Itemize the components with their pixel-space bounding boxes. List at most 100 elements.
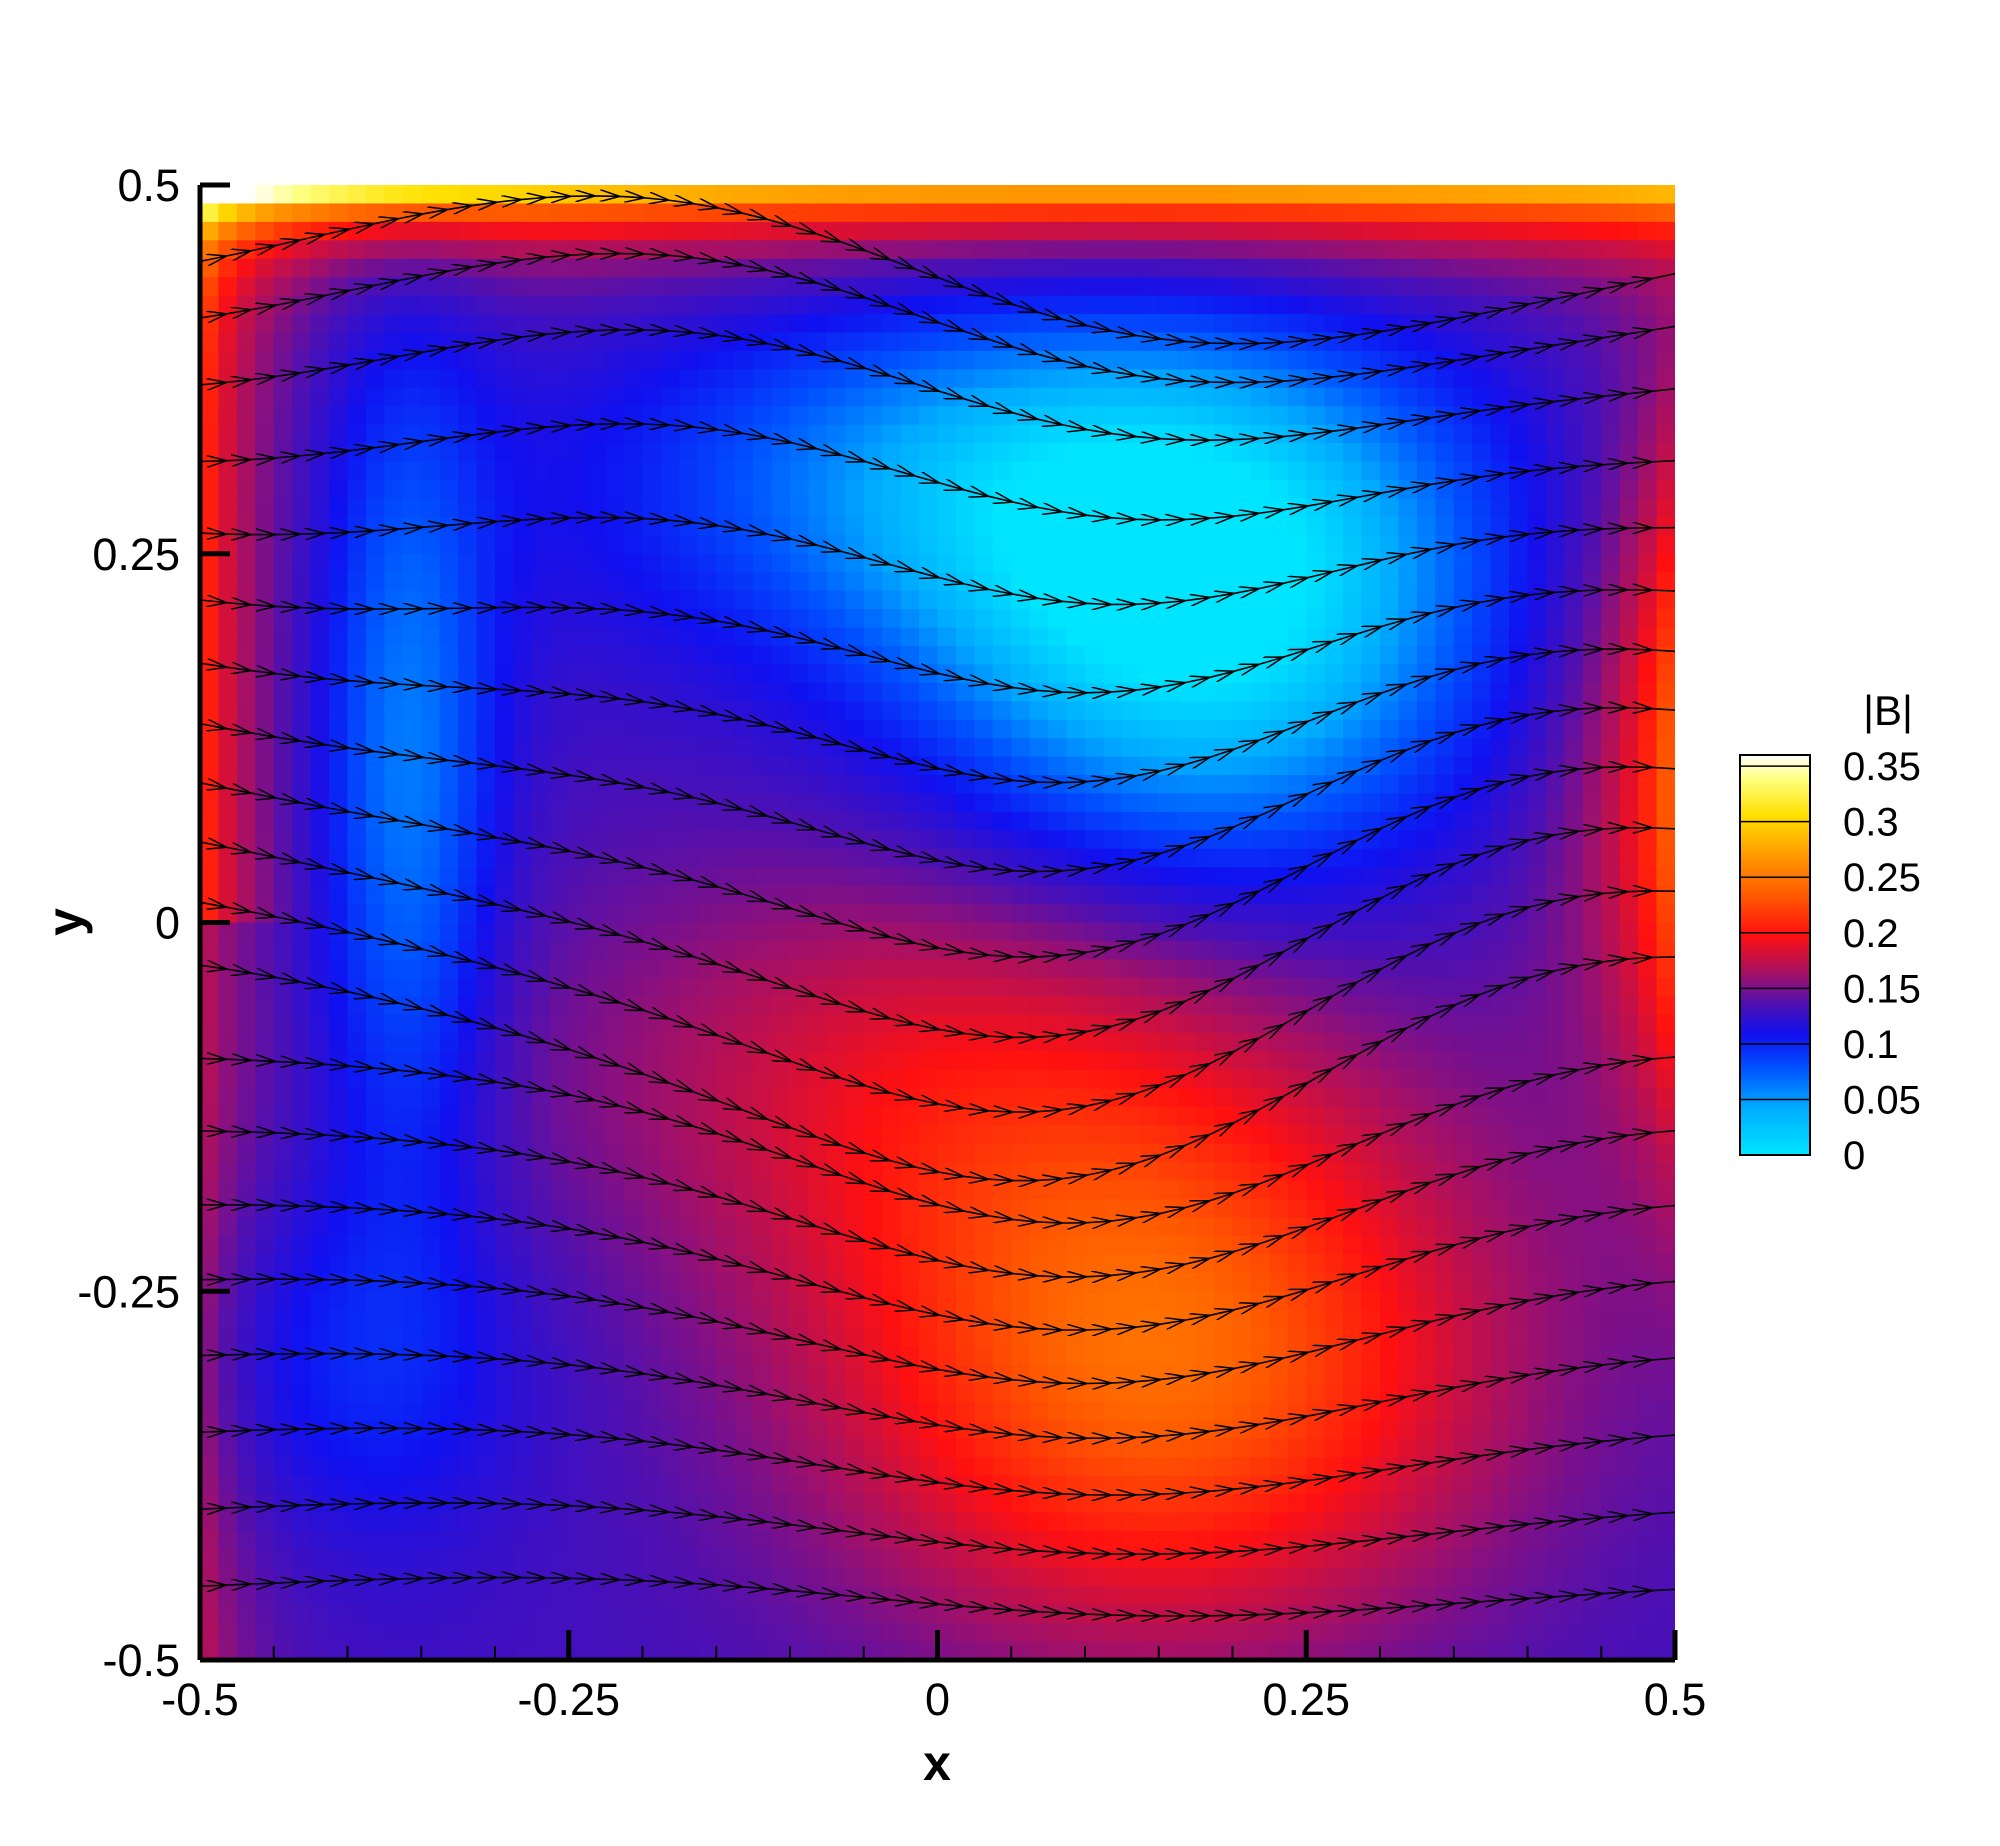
field-cell [1048, 203, 1068, 223]
field-cell [384, 1051, 404, 1071]
field-cell [458, 553, 478, 573]
field-cell [1287, 203, 1308, 223]
field-cell [808, 1272, 828, 1293]
field-cell [753, 387, 773, 408]
field-cell [310, 645, 330, 666]
field-cell [1103, 1567, 1123, 1588]
field-cell [1121, 996, 1142, 1016]
field-cell [236, 1199, 257, 1219]
field-cell [439, 387, 459, 408]
field-cell [531, 1641, 552, 1660]
field-cell [955, 221, 976, 242]
field-cell [495, 277, 515, 297]
field-cell [218, 1235, 238, 1256]
field-cell [200, 996, 220, 1016]
field-cell [697, 1070, 718, 1090]
field-cell [1048, 369, 1068, 389]
field-cell [458, 1180, 478, 1200]
field-cell [937, 185, 957, 205]
field-cell [937, 1328, 957, 1348]
field-cell [365, 258, 386, 278]
field-cell [495, 682, 515, 703]
field-cell [1343, 295, 1363, 315]
field-cell [771, 1235, 791, 1256]
field-cell [329, 406, 349, 426]
field-cell [329, 830, 349, 850]
field-cell [402, 1567, 423, 1588]
field-cell [255, 867, 275, 887]
field-cell [734, 1235, 754, 1256]
field-cell [292, 1586, 312, 1606]
field-cell [402, 1162, 423, 1182]
field-cell [1121, 682, 1142, 703]
field-cell [568, 701, 588, 721]
field-cell [1306, 203, 1326, 223]
field-cell [1066, 406, 1086, 426]
field-cell [642, 793, 662, 813]
field-cell [882, 738, 902, 758]
field-cell [1158, 1623, 1178, 1643]
field-cell [734, 1217, 754, 1237]
field-cell [200, 424, 220, 444]
field-cell [1343, 645, 1363, 666]
field-cell [1306, 387, 1326, 408]
field-cell [1066, 977, 1086, 998]
field-cell [421, 848, 441, 868]
field-cell [716, 1014, 736, 1034]
field-cell [642, 1014, 662, 1034]
field-cell [1269, 1199, 1289, 1219]
field-cell [292, 461, 312, 481]
field-cell [753, 295, 773, 315]
field-cell [845, 811, 865, 832]
field-cell [1214, 185, 1234, 205]
field-cell [1269, 609, 1289, 629]
field-cell [236, 682, 257, 703]
field-cell [790, 1235, 810, 1256]
field-cell [605, 1328, 625, 1348]
field-cell [273, 1512, 293, 1532]
field-cell [1085, 1070, 1105, 1090]
field-cell [458, 1014, 478, 1034]
field-cell [1324, 1512, 1344, 1532]
field-cell [1306, 314, 1326, 334]
field-cell [1324, 221, 1344, 242]
field-cell [421, 1254, 441, 1274]
field-cell [200, 461, 220, 481]
field-cell [439, 664, 459, 684]
field-cell [384, 756, 404, 776]
field-cell [679, 350, 699, 371]
field-cell [900, 775, 920, 795]
field-cell [863, 904, 883, 924]
field-cell [310, 959, 330, 979]
field-cell [919, 240, 939, 260]
field-cell [992, 922, 1013, 942]
field-cell [218, 775, 238, 795]
field-cell [808, 516, 828, 537]
field-cell [605, 1143, 625, 1163]
field-cell [753, 1494, 773, 1514]
field-cell [771, 627, 791, 647]
field-cell [753, 1604, 773, 1624]
field-cell [1011, 203, 1031, 223]
field-cell [1232, 1475, 1252, 1495]
field-cell [863, 701, 883, 721]
field-cell [1085, 1641, 1105, 1660]
field-cell [697, 719, 718, 739]
field-cell [329, 461, 349, 481]
field-cell [1029, 258, 1049, 278]
field-cell [1066, 240, 1086, 260]
field-cell [568, 258, 588, 278]
field-cell [495, 1235, 515, 1256]
field-cell [1085, 424, 1105, 444]
field-cell [1232, 719, 1252, 739]
field-cell [236, 922, 257, 942]
field-cell [919, 1014, 939, 1034]
field-cell [329, 1309, 349, 1329]
field-cell [1287, 775, 1308, 795]
field-cell [329, 295, 349, 315]
field-cell [495, 940, 515, 961]
field-cell [882, 1549, 902, 1569]
field-cell [513, 940, 533, 961]
field-cell [513, 277, 533, 297]
field-cell [808, 959, 828, 979]
